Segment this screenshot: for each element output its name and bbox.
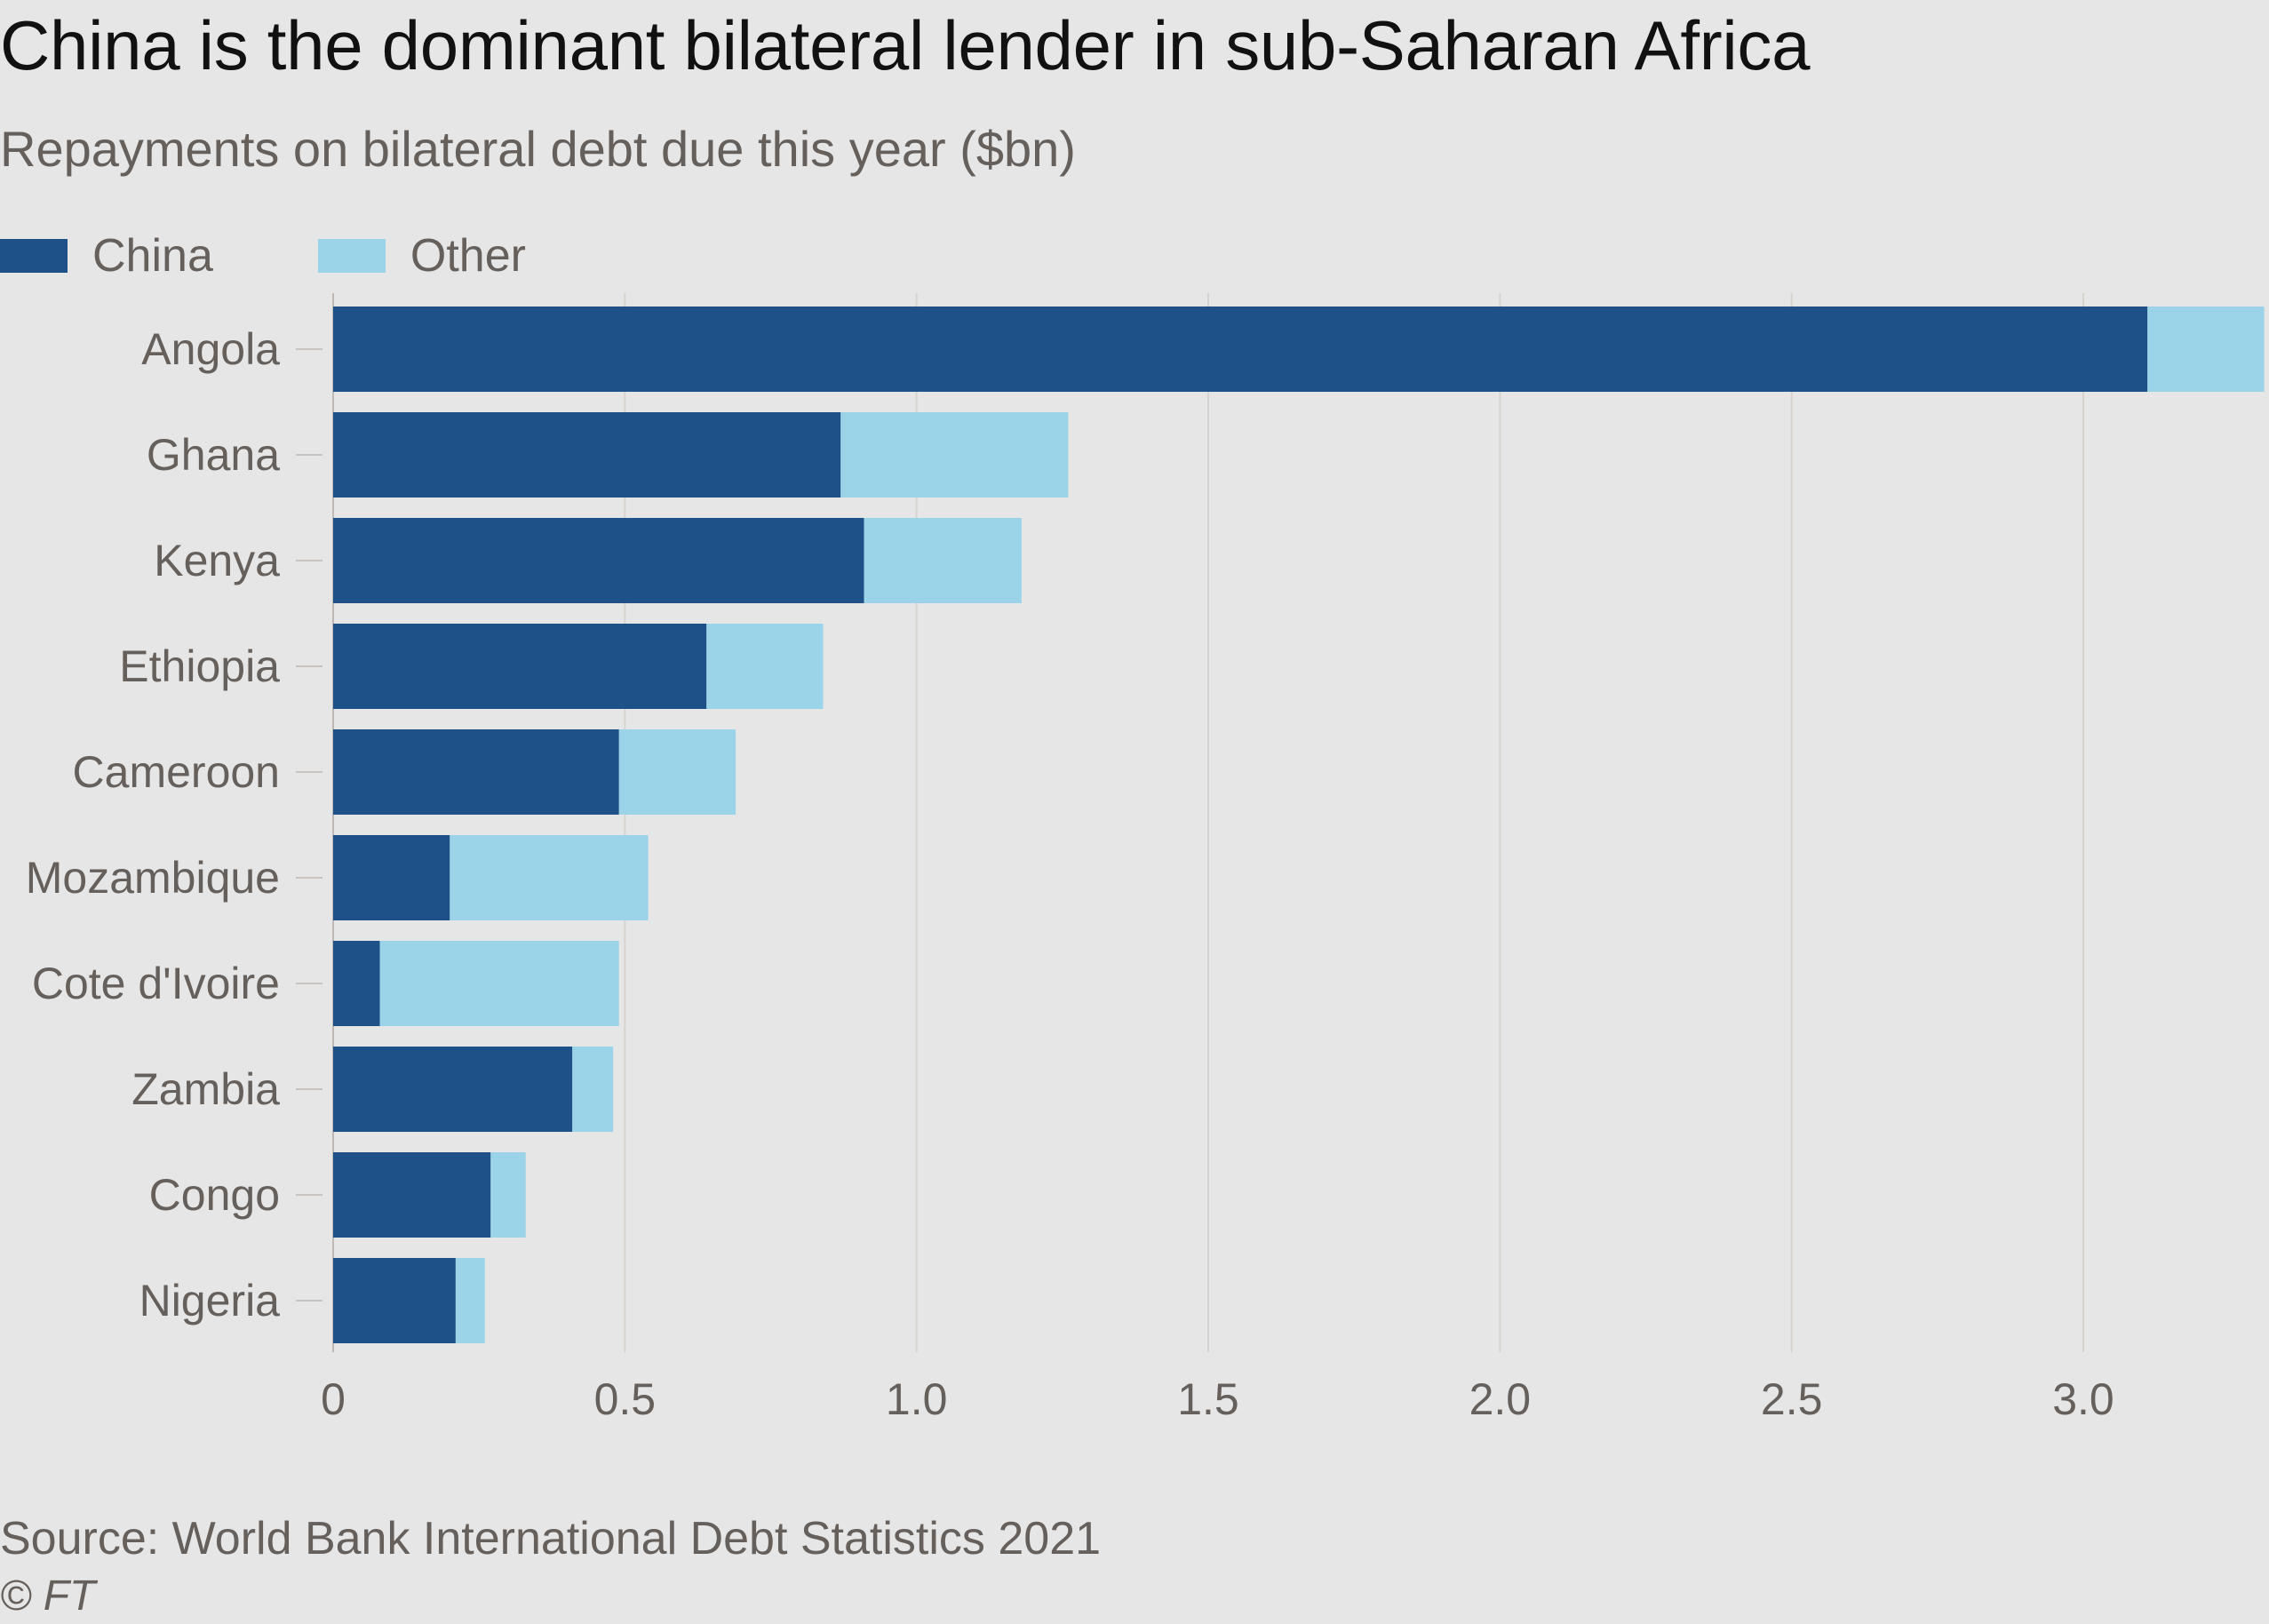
category-label: Congo: [149, 1170, 280, 1220]
bar-other-zambia: [572, 1047, 614, 1132]
bar-china-kenya: [333, 518, 864, 603]
x-tick-label: 1.0: [886, 1374, 948, 1424]
x-tick-label: 1.5: [1177, 1374, 1239, 1424]
source-note: Source: World Bank International Debt St…: [0, 1513, 1102, 1564]
x-tick-label: 0: [321, 1374, 346, 1424]
bar-china-ethiopia: [333, 624, 707, 709]
x-tick-label: 0.5: [594, 1374, 657, 1424]
category-label: Cameroon: [73, 747, 280, 797]
x-tick-label: 3.0: [2052, 1374, 2114, 1424]
x-tick-label: 2.0: [1469, 1374, 1532, 1424]
bar-china-ghana: [333, 412, 841, 498]
legend-swatch-china: [0, 239, 68, 273]
bar-other-angola: [2147, 306, 2265, 392]
category-label: Kenya: [154, 536, 280, 585]
bar-china-mozambique: [333, 835, 450, 920]
bar-other-ghana: [840, 412, 1069, 498]
bar-other-cote-d-ivoire: [379, 941, 619, 1026]
category-label: Angola: [141, 324, 280, 374]
category-label: Ghana: [147, 430, 280, 480]
chart-subtitle: Repayments on bilateral debt due this ye…: [0, 121, 1076, 177]
legend-item-other: Other: [317, 229, 526, 283]
chart-title: China is the dominant bilateral lender i…: [0, 6, 1811, 84]
category-label: Mozambique: [26, 853, 280, 903]
bar-other-mozambique: [450, 835, 649, 920]
bar-china-zambia: [333, 1047, 573, 1132]
bar-china-nigeria: [333, 1258, 456, 1343]
legend-label-other: Other: [410, 230, 526, 282]
category-label: Zambia: [131, 1064, 280, 1114]
category-label: Cote d'Ivoire: [32, 959, 280, 1008]
legend-swatch-other: [317, 239, 386, 273]
copyright-credit: © FT: [0, 1572, 96, 1620]
category-label: Ethiopia: [119, 641, 280, 691]
bar-other-cameroon: [618, 729, 736, 815]
legend-label-china: China: [92, 230, 213, 282]
bar-china-cameroon: [333, 729, 619, 815]
bar-china-congo: [333, 1152, 491, 1238]
bar-other-kenya: [864, 518, 1022, 603]
category-label: Nigeria: [139, 1276, 281, 1325]
legend: China Other: [0, 224, 631, 288]
bar-china-cote-d-ivoire: [333, 941, 380, 1026]
bar-china-angola: [333, 306, 2148, 392]
stacked-bar-chart: Angola Ghana Kenya Ethiopia Cameroon Mozambiq…: [26, 293, 2265, 1424]
bar-other-nigeria: [455, 1258, 485, 1343]
bar-other-congo: [490, 1152, 526, 1238]
legend-item-china: China: [0, 229, 213, 283]
bar-other-ethiopia: [706, 624, 824, 709]
x-tick-label: 2.5: [1761, 1374, 1823, 1424]
